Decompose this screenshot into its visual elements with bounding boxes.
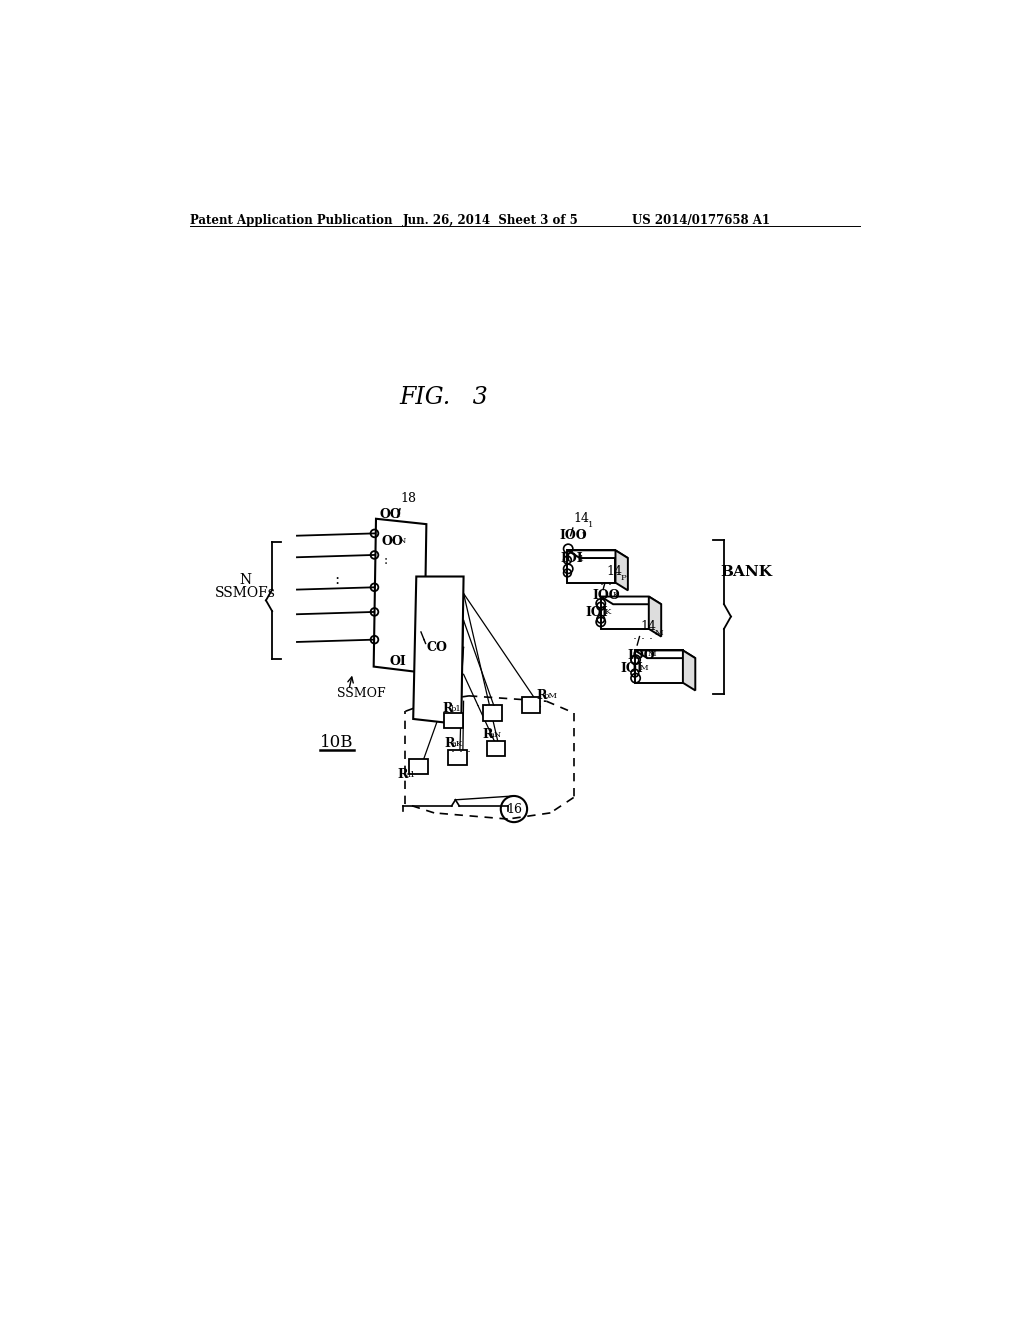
Text: IOO: IOO [628,648,655,661]
Text: · · ·: · · · [600,579,621,593]
Polygon shape [414,577,464,725]
Text: SSMOF: SSMOF [337,686,386,700]
Text: K: K [612,591,618,599]
Text: 14: 14 [573,512,590,525]
Text: CO: CO [426,640,447,653]
Bar [449,750,467,766]
Text: R: R [537,689,547,702]
Text: Patent Application Publication: Patent Application Publication [190,214,392,227]
Text: R: R [442,702,453,715]
Text: SSMOFs: SSMOFs [215,586,276,601]
Text: OI: OI [389,655,406,668]
Polygon shape [601,597,649,628]
Polygon shape [567,550,628,558]
Polygon shape [649,597,662,636]
Text: 14: 14 [640,620,656,634]
Polygon shape [635,651,695,659]
Text: :: : [384,554,388,566]
Text: IOI: IOI [586,606,608,619]
Text: 14: 14 [606,565,623,578]
Text: 16: 16 [506,803,522,816]
Bar [521,697,541,713]
Text: K: K [604,609,611,616]
Text: N: N [398,537,406,545]
Text: bM: bM [544,692,558,700]
Bar [483,705,502,721]
Text: IOI: IOI [560,552,583,565]
Text: M: M [648,651,656,659]
Text: 1: 1 [588,521,593,529]
Text: aK: aK [452,739,463,747]
Text: 10B: 10B [321,734,353,751]
Text: M: M [654,628,663,636]
Text: a1: a1 [406,771,416,779]
Polygon shape [567,550,615,582]
Text: P: P [621,574,626,582]
Bar [410,759,428,775]
Text: M: M [640,664,648,672]
Text: R: R [397,768,409,781]
Text: OO: OO [381,535,403,548]
Text: R: R [482,727,493,741]
Polygon shape [683,651,695,690]
Bar [444,713,463,729]
Text: :: : [335,573,340,586]
Text: 18: 18 [400,492,417,506]
Text: BANK: BANK [720,565,772,579]
Text: 1: 1 [579,554,585,562]
Text: · · ·: · · · [634,634,653,647]
Text: US 2014/0177658 A1: US 2014/0177658 A1 [632,214,770,227]
Text: OO: OO [379,508,400,521]
Text: IOO: IOO [592,589,620,602]
Bar [486,741,506,756]
Text: aN: aN [489,730,502,738]
Text: FIG.   3: FIG. 3 [399,385,488,409]
Text: b1: b1 [451,705,461,713]
Polygon shape [635,651,683,682]
Polygon shape [615,550,628,590]
Text: IOO: IOO [560,529,588,543]
Polygon shape [601,597,662,605]
Text: Jun. 26, 2014  Sheet 3 of 5: Jun. 26, 2014 Sheet 3 of 5 [403,214,579,227]
Text: R: R [444,737,455,750]
Text: 1: 1 [581,532,586,540]
Text: · · ·: · · · [452,746,471,759]
Text: 1: 1 [396,511,401,519]
Text: · · ·: · · · [476,700,496,713]
Text: IOI: IOI [621,663,643,676]
Text: N: N [240,573,252,587]
Polygon shape [374,519,426,673]
